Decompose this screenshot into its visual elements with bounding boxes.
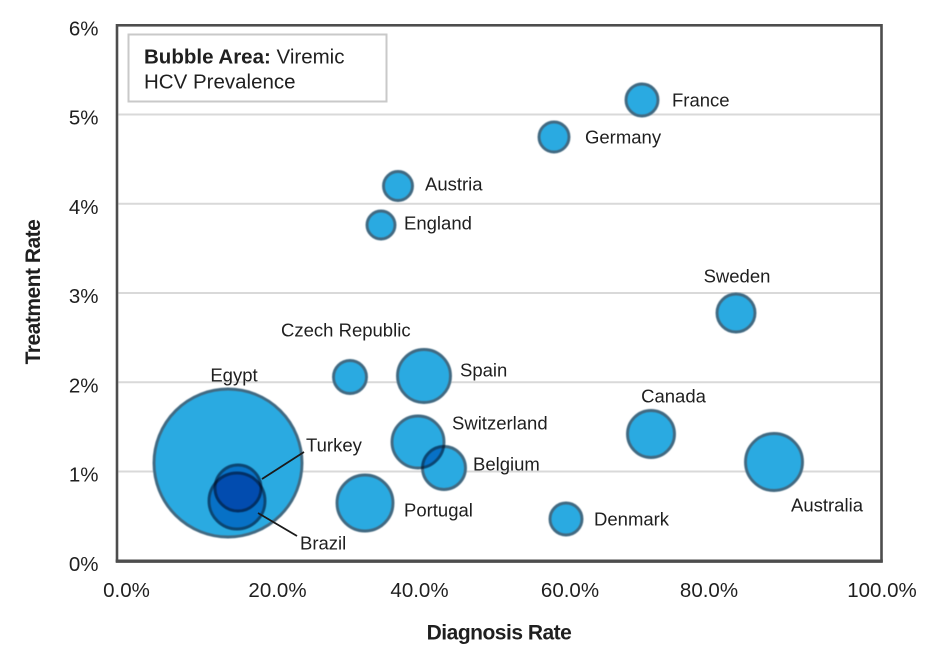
- svg-text:40.0%: 40.0%: [390, 579, 448, 602]
- svg-text:4%: 4%: [69, 196, 99, 219]
- svg-text:Australia: Australia: [791, 495, 864, 516]
- svg-text:France: France: [672, 90, 730, 111]
- svg-text:5%: 5%: [69, 107, 99, 130]
- svg-text:Portugal: Portugal: [404, 500, 473, 521]
- svg-text:Switzerland: Switzerland: [452, 413, 548, 434]
- svg-text:Belgium: Belgium: [473, 454, 540, 475]
- svg-text:Sweden: Sweden: [704, 266, 771, 287]
- svg-text:Bubble Area: Viremic: Bubble Area: Viremic: [144, 46, 345, 69]
- svg-text:Germany: Germany: [585, 127, 662, 148]
- svg-text:Turkey: Turkey: [306, 435, 363, 456]
- svg-text:6%: 6%: [69, 17, 99, 40]
- svg-text:Diagnosis Rate: Diagnosis Rate: [427, 622, 572, 645]
- svg-text:100.0%: 100.0%: [847, 579, 917, 602]
- svg-text:Brazil: Brazil: [300, 533, 346, 554]
- svg-text:England: England: [404, 213, 472, 234]
- svg-text:3%: 3%: [69, 285, 99, 308]
- svg-text:80.0%: 80.0%: [680, 579, 738, 602]
- svg-text:0%: 0%: [69, 553, 99, 576]
- svg-text:HCV Prevalence: HCV Prevalence: [144, 71, 296, 94]
- svg-text:Czech Republic: Czech Republic: [281, 320, 411, 341]
- svg-text:0.0%: 0.0%: [103, 579, 150, 602]
- svg-text:Austria: Austria: [425, 174, 483, 195]
- svg-text:Denmark: Denmark: [594, 509, 670, 530]
- svg-text:Spain: Spain: [460, 360, 507, 381]
- svg-text:Canada: Canada: [641, 386, 707, 407]
- svg-text:60.0%: 60.0%: [541, 579, 599, 602]
- svg-text:1%: 1%: [69, 464, 99, 487]
- svg-text:Treatment Rate: Treatment Rate: [22, 220, 45, 365]
- svg-text:2%: 2%: [69, 374, 99, 397]
- svg-text:20.0%: 20.0%: [248, 579, 306, 602]
- svg-text:Egypt: Egypt: [210, 365, 257, 386]
